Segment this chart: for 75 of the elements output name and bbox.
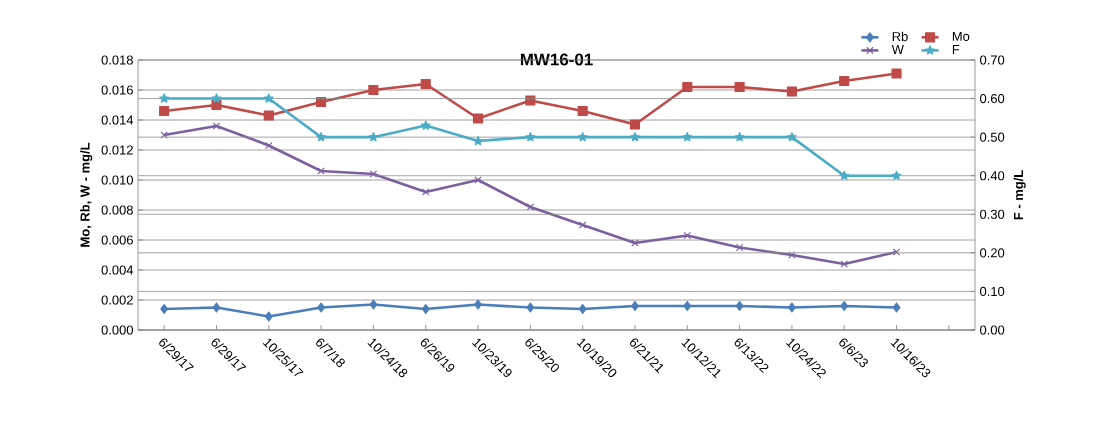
point — [317, 167, 325, 175]
legend-label: W — [891, 44, 904, 54]
y-axis-title: Mo, Rb, W - mg/L — [80, 142, 93, 247]
point — [839, 75, 850, 87]
point — [160, 303, 169, 315]
point — [734, 132, 745, 142]
point — [420, 120, 431, 130]
point — [786, 86, 797, 97]
y-tick-label: 0.008 — [101, 205, 133, 215]
y-tick-label: 0.016 — [101, 85, 133, 95]
y-tick-label: 0.006 — [101, 235, 133, 245]
point — [421, 188, 430, 196]
point — [159, 105, 170, 117]
point — [682, 81, 693, 93]
point — [891, 170, 902, 180]
y2-tick-label: 0.50 — [980, 132, 1005, 142]
point — [629, 119, 641, 130]
point — [474, 299, 482, 310]
point — [316, 132, 326, 142]
point — [525, 95, 536, 106]
legend-label: Rb — [892, 31, 908, 42]
y2-tick-label: 0.30 — [980, 209, 1005, 219]
y2-tick-label: 0.60 — [980, 93, 1005, 104]
point — [840, 300, 849, 312]
y-tick-label: 0.010 — [101, 175, 133, 185]
point — [263, 110, 274, 121]
point — [317, 302, 326, 313]
point — [368, 84, 379, 96]
point — [630, 132, 640, 142]
point — [578, 303, 587, 315]
legend-label: Mo — [952, 31, 970, 41]
y2-tick-label: 0.20 — [980, 248, 1005, 258]
y-tick-label: 0.004 — [101, 265, 134, 275]
y-tick-label: 0.012 — [101, 145, 133, 155]
y2-tick-label: 0.70 — [980, 55, 1005, 65]
point — [212, 302, 221, 313]
point — [787, 302, 796, 313]
point — [892, 302, 901, 313]
point — [787, 132, 797, 142]
point — [577, 105, 588, 117]
y2-tick-label: 0.40 — [980, 171, 1005, 181]
point — [578, 221, 587, 229]
point — [420, 78, 431, 90]
chart-title: MW16-01 — [520, 53, 593, 66]
point — [734, 81, 745, 93]
point — [211, 93, 222, 103]
point — [526, 203, 535, 211]
legend-label: F — [952, 44, 960, 54]
point — [472, 113, 484, 124]
point — [369, 299, 378, 310]
y-tick-label: 0.014 — [101, 115, 134, 125]
point — [735, 300, 744, 312]
y2-tick-label: 0.00 — [980, 325, 1005, 335]
y-tick-label: 0.002 — [101, 295, 133, 305]
y-tick-label: 0.018 — [101, 55, 133, 65]
point — [683, 300, 692, 312]
point — [526, 302, 535, 313]
point — [421, 303, 430, 315]
y2-tick-label: 0.10 — [980, 286, 1005, 297]
point — [473, 135, 483, 146]
point — [525, 132, 536, 142]
point — [682, 132, 693, 142]
point — [159, 93, 170, 103]
point — [839, 170, 850, 180]
point — [683, 231, 692, 240]
point — [577, 132, 588, 142]
point — [891, 68, 902, 79]
y2-axis-title: F - mg/L — [1013, 170, 1026, 220]
point — [735, 243, 744, 252]
point — [840, 260, 848, 268]
point — [265, 141, 273, 150]
y-tick-label: 0.000 — [101, 325, 133, 335]
point — [264, 311, 273, 322]
point — [263, 93, 274, 103]
point — [212, 122, 221, 130]
